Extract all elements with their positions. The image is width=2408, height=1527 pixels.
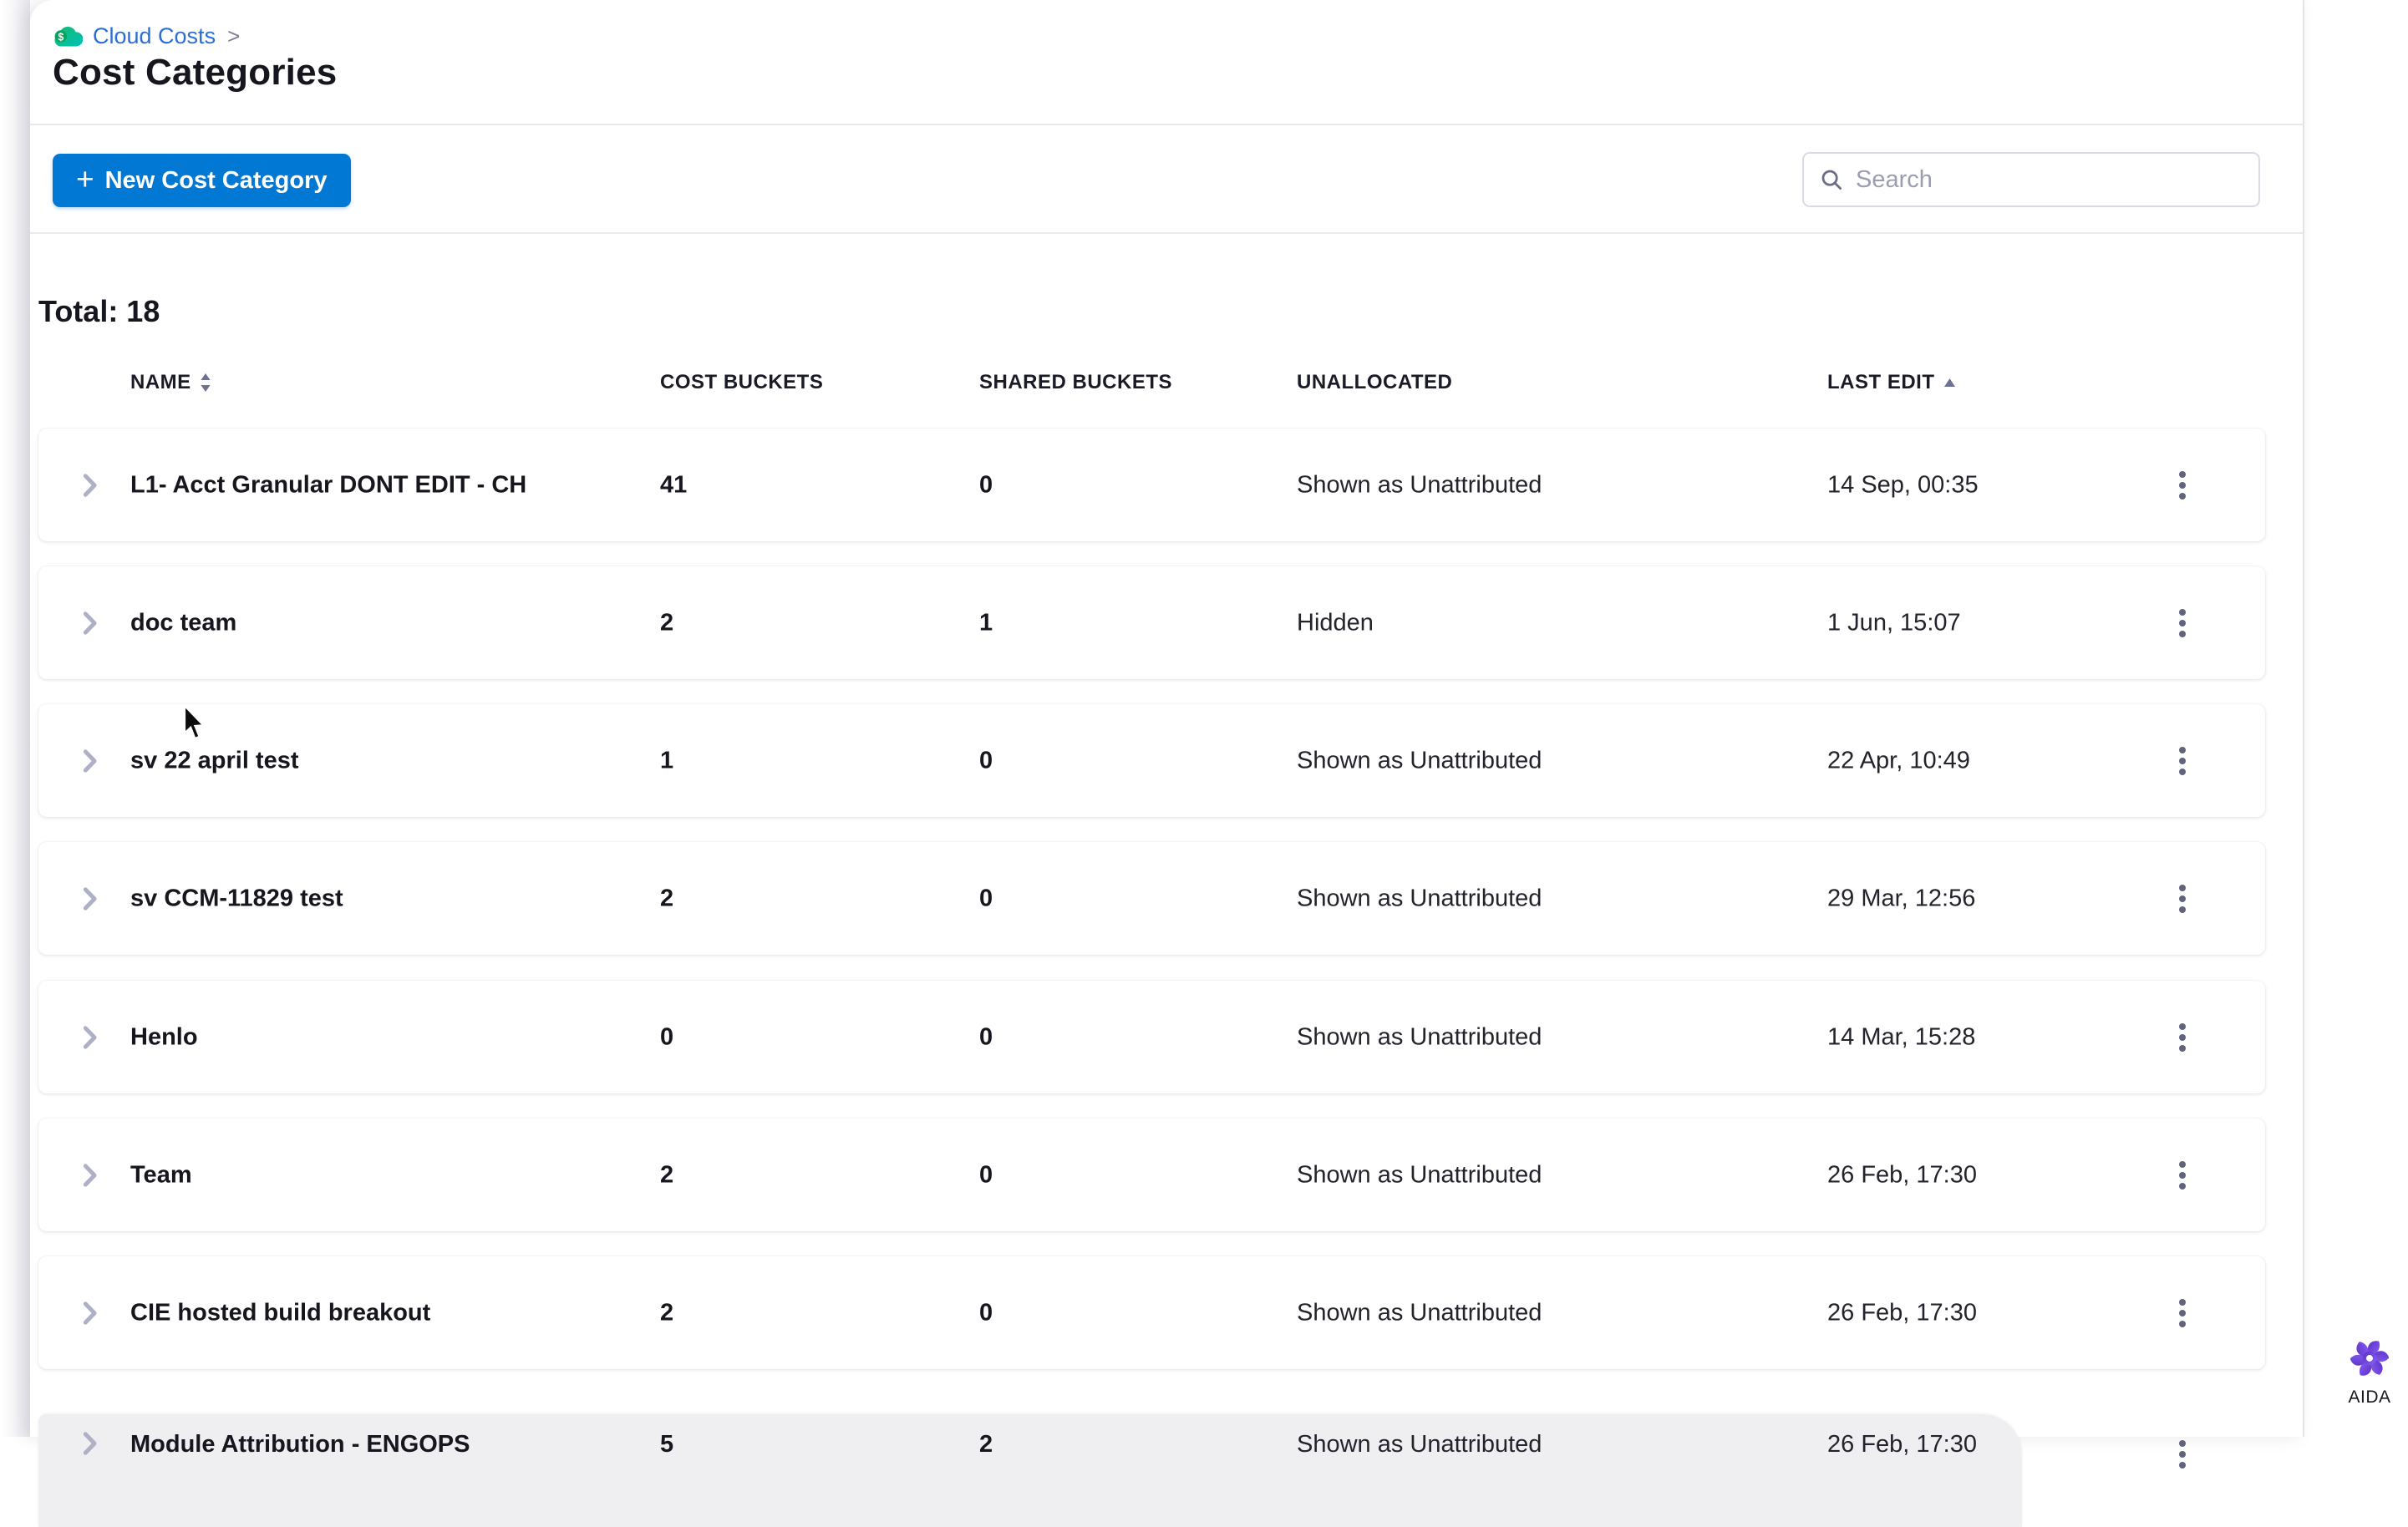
expand-chevron-icon[interactable] <box>82 1301 98 1326</box>
shared-buckets-value: 0 <box>979 885 993 912</box>
table-rows: L1- Acct Granular DONT EDIT - CH 41 0 Shown… <box>30 0 2303 1437</box>
last-edit-value: 1 Jun, 15:07 <box>1827 609 1961 637</box>
last-edit-value: 26 Feb, 17:30 <box>1827 1431 1977 1459</box>
table-row[interactable]: L1- Acct Granular DONT EDIT - CH 41 0 Shown… <box>38 429 2265 541</box>
shared-buckets-value: 0 <box>979 1299 993 1327</box>
cost-buckets-value: 2 <box>660 1161 673 1189</box>
cost-buckets-value: 1 <box>660 747 673 774</box>
cost-categories-panel: $ Cloud Costs > Cost Categories + New Co… <box>30 0 2304 1437</box>
shared-buckets-value: 0 <box>979 747 993 774</box>
table-row[interactable]: sv 22 april test 1 0 Shown as Unattributed 2… <box>38 704 2265 817</box>
table-row[interactable]: Henlo 0 0 Shown as Unattributed 14 Mar, 15:2… <box>38 981 2265 1093</box>
last-edit-value: 26 Feb, 17:30 <box>1827 1299 1977 1327</box>
unallocated-value: Hidden <box>1297 609 1374 637</box>
aida-assistant[interactable]: AIDA <box>2338 1335 2401 1408</box>
row-menu-kebab-icon[interactable] <box>2171 1431 2194 1478</box>
table-row[interactable]: doc team 2 1 Hidden 1 Jun, 15:07 <box>38 566 2265 679</box>
cost-buckets-value: 2 <box>660 609 673 637</box>
cost-buckets-value: 2 <box>660 1299 673 1327</box>
expand-chevron-icon[interactable] <box>82 611 98 636</box>
cost-buckets-value: 0 <box>660 1023 673 1051</box>
unallocated-value: Shown as Unattributed <box>1297 747 1542 774</box>
cost-buckets-value: 5 <box>660 1431 673 1459</box>
left-drawer-shadow <box>0 0 30 1437</box>
unallocated-value: Shown as Unattributed <box>1297 1161 1542 1189</box>
expand-chevron-icon[interactable] <box>82 1431 98 1456</box>
aida-label: AIDA <box>2338 1387 2401 1408</box>
shared-buckets-value: 0 <box>979 471 993 499</box>
cost-category-name: Henlo <box>130 1023 198 1051</box>
expand-chevron-icon[interactable] <box>82 1163 98 1188</box>
cost-category-name: doc team <box>130 609 236 637</box>
shared-buckets-value: 0 <box>979 1023 993 1051</box>
row-menu-kebab-icon[interactable] <box>2171 462 2194 509</box>
aida-logo-icon <box>2346 1335 2393 1386</box>
expand-chevron-icon[interactable] <box>82 886 98 911</box>
cost-buckets-value: 41 <box>660 471 687 499</box>
unallocated-value: Shown as Unattributed <box>1297 1299 1542 1327</box>
cost-category-name: L1- Acct Granular DONT EDIT - CH <box>130 471 526 499</box>
cost-category-name: Team <box>130 1161 192 1189</box>
expand-chevron-icon[interactable] <box>82 473 98 498</box>
expand-chevron-icon[interactable] <box>82 1025 98 1050</box>
cost-category-name: Module Attribution - ENGOPS <box>130 1431 470 1459</box>
row-menu-kebab-icon[interactable] <box>2171 875 2194 922</box>
table-row[interactable]: CIE hosted build breakout 2 0 Shown as Unat… <box>38 1256 2265 1369</box>
row-menu-kebab-icon[interactable] <box>2171 600 2194 647</box>
shared-buckets-value: 2 <box>979 1431 993 1459</box>
unallocated-value: Shown as Unattributed <box>1297 1431 1542 1459</box>
row-menu-kebab-icon[interactable] <box>2171 1290 2194 1337</box>
last-edit-value: 14 Mar, 15:28 <box>1827 1023 1975 1051</box>
shared-buckets-value: 0 <box>979 1161 993 1189</box>
expand-chevron-icon[interactable] <box>82 748 98 774</box>
unallocated-value: Shown as Unattributed <box>1297 471 1542 499</box>
row-menu-kebab-icon[interactable] <box>2171 738 2194 784</box>
unallocated-value: Shown as Unattributed <box>1297 885 1542 912</box>
row-menu-kebab-icon[interactable] <box>2171 1014 2194 1061</box>
cost-category-name: sv 22 april test <box>130 747 299 774</box>
shared-buckets-value: 1 <box>979 609 993 637</box>
cost-category-name: CIE hosted build breakout <box>130 1299 430 1327</box>
table-row[interactable]: Team 2 0 Shown as Unattributed 26 Feb, 17:30 <box>38 1119 2265 1231</box>
table-row[interactable]: sv CCM-11829 test 2 0 Shown as Unattributed… <box>38 842 2265 955</box>
last-edit-value: 22 Apr, 10:49 <box>1827 747 1970 774</box>
table-row[interactable]: Module Attribution - ENGOPS 5 2 Shown as Un… <box>38 1414 2022 1527</box>
cost-category-name: sv CCM-11829 test <box>130 885 343 912</box>
last-edit-value: 26 Feb, 17:30 <box>1827 1161 1977 1189</box>
unallocated-value: Shown as Unattributed <box>1297 1023 1542 1051</box>
cost-buckets-value: 2 <box>660 885 673 912</box>
last-edit-value: 29 Mar, 12:56 <box>1827 885 1975 912</box>
row-menu-kebab-icon[interactable] <box>2171 1152 2194 1199</box>
last-edit-value: 14 Sep, 00:35 <box>1827 471 1979 499</box>
